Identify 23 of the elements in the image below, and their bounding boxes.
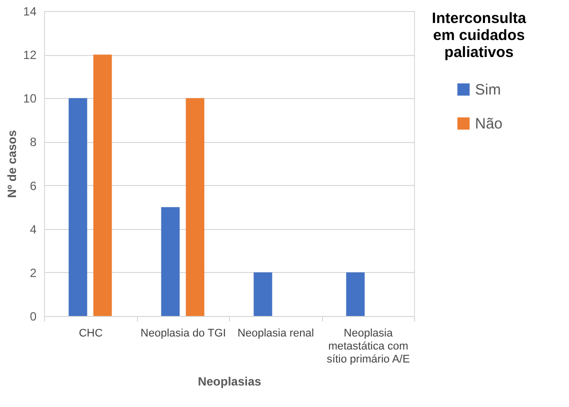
- x-tick-label: Neoplasia metastática com sítio primário A/E: [326, 328, 410, 366]
- bar: [186, 98, 204, 316]
- legend-label: Sim: [475, 82, 501, 98]
- x-tick-label: Neoplasia do TGI: [140, 328, 226, 340]
- bar: [346, 272, 365, 316]
- y-tick-label: 2: [30, 266, 37, 280]
- y-axis-title: Nº de casos: [5, 130, 20, 198]
- x-tick-label: Neoplasia renal: [238, 328, 314, 340]
- x-axis-title: Neoplasias: [198, 374, 262, 388]
- y-tick-label: 10: [23, 92, 37, 106]
- y-tick-label: 6: [30, 178, 37, 193]
- y-tick-label: 8: [30, 135, 37, 150]
- x-tick-label: CHC: [78, 328, 103, 340]
- bar: [161, 207, 180, 316]
- bar: [68, 98, 88, 316]
- legend-label: Não: [475, 116, 503, 132]
- bar: [254, 272, 272, 316]
- y-tick-label: 12: [23, 48, 37, 62]
- y-tick-label: 0: [30, 310, 37, 324]
- y-tick-label: 4: [30, 222, 37, 236]
- legend-title: Interconsulta em cuidados paliativos: [432, 10, 527, 61]
- y-tick-label: 14: [23, 4, 37, 18]
- bar: [93, 54, 112, 316]
